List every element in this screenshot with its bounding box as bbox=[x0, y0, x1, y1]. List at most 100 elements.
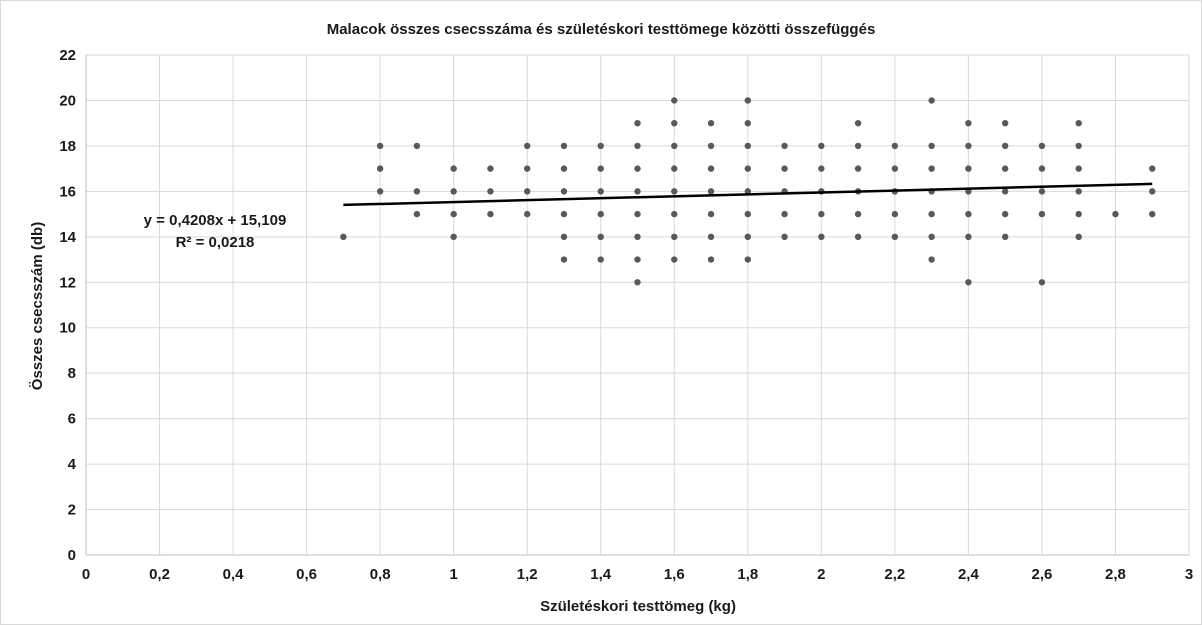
data-point bbox=[707, 142, 715, 150]
data-point bbox=[928, 210, 935, 218]
data-point bbox=[413, 210, 421, 218]
data-point bbox=[524, 165, 531, 172]
data-point bbox=[450, 165, 457, 172]
y-tick-label: 8 bbox=[68, 365, 76, 382]
tick-labels: 0 0,2 0,4 0,6 0,8 1 1,2 1,4 1,6 1,8 2 2,2 2,4 2,6 2,8 3… bbox=[59, 47, 1193, 583]
data-point bbox=[707, 233, 715, 241]
y-axis-label: Összes csecsszám (db) bbox=[29, 222, 46, 390]
data-point bbox=[597, 165, 604, 172]
y-tick-label: 6 bbox=[68, 411, 76, 428]
y-tick-label: 18 bbox=[59, 138, 76, 155]
x-tick-label: 1,2 bbox=[517, 566, 538, 583]
data-point bbox=[671, 233, 678, 241]
data-point bbox=[744, 97, 751, 104]
y-tick-label: 22 bbox=[59, 47, 76, 64]
data-point bbox=[928, 97, 935, 104]
data-point bbox=[707, 256, 715, 263]
y-tick-label: 2 bbox=[68, 502, 76, 519]
gridlines bbox=[86, 54, 1190, 555]
data-point bbox=[854, 233, 862, 241]
data-point bbox=[1149, 165, 1156, 172]
data-point bbox=[560, 142, 568, 150]
data-point bbox=[634, 165, 641, 172]
data-point bbox=[744, 256, 751, 263]
data-point bbox=[744, 142, 751, 150]
data-point bbox=[560, 165, 568, 172]
data-point bbox=[671, 97, 678, 104]
data-point bbox=[891, 233, 899, 241]
data-point bbox=[965, 210, 972, 218]
data-point bbox=[671, 188, 678, 195]
data-point bbox=[487, 165, 494, 172]
data-point bbox=[1038, 165, 1046, 172]
data-point bbox=[744, 210, 751, 218]
data-point bbox=[781, 233, 788, 241]
data-point bbox=[781, 142, 788, 150]
data-point bbox=[597, 233, 604, 241]
data-point bbox=[560, 210, 568, 218]
x-tick-label: 2,4 bbox=[958, 566, 980, 583]
data-point bbox=[597, 256, 604, 263]
data-point bbox=[744, 188, 751, 195]
data-point bbox=[376, 142, 384, 150]
data-point bbox=[1075, 210, 1082, 218]
data-point bbox=[1038, 142, 1046, 150]
x-tick-label: 0,4 bbox=[223, 566, 245, 583]
y-tick-label: 0 bbox=[68, 547, 76, 564]
data-point bbox=[524, 210, 531, 218]
data-point bbox=[1149, 210, 1156, 218]
y-tick-label: 14 bbox=[59, 229, 76, 246]
x-tick-label: 3 bbox=[1185, 566, 1193, 583]
data-point bbox=[781, 165, 788, 172]
data-point bbox=[1149, 188, 1156, 195]
y-tick-label: 12 bbox=[59, 274, 76, 291]
data-point bbox=[487, 210, 494, 218]
data-point bbox=[487, 188, 494, 195]
trendline-group bbox=[343, 182, 1153, 207]
data-point bbox=[928, 142, 935, 150]
data-point bbox=[634, 142, 641, 150]
x-tick-label: 0,8 bbox=[370, 566, 391, 583]
data-point bbox=[854, 165, 862, 172]
x-tick-label: 2,2 bbox=[884, 566, 905, 583]
data-point bbox=[891, 165, 899, 172]
data-point bbox=[376, 188, 384, 195]
x-tick-label: 0,2 bbox=[149, 566, 170, 583]
data-point bbox=[928, 256, 935, 263]
data-point bbox=[1038, 210, 1046, 218]
x-tick-label: 2 bbox=[817, 566, 825, 583]
data-point bbox=[1001, 119, 1009, 127]
chart-title: Malacok összes csecsszáma és születéskor… bbox=[327, 21, 876, 38]
data-point bbox=[560, 233, 568, 241]
data-point bbox=[1038, 279, 1046, 286]
data-point bbox=[560, 256, 568, 263]
data-point bbox=[1075, 142, 1082, 150]
data-point bbox=[1075, 233, 1082, 241]
data-point bbox=[634, 119, 641, 127]
data-point bbox=[818, 233, 825, 241]
data-point bbox=[1001, 233, 1009, 241]
data-point bbox=[1038, 188, 1046, 195]
data-point bbox=[965, 165, 972, 172]
data-point bbox=[524, 142, 531, 150]
data-point bbox=[818, 210, 825, 218]
data-point bbox=[1001, 210, 1009, 218]
data-point bbox=[707, 210, 715, 218]
data-point bbox=[413, 142, 421, 150]
data-point bbox=[671, 142, 678, 150]
y-tick-label: 20 bbox=[59, 92, 76, 109]
data-point bbox=[854, 210, 862, 218]
data-point bbox=[744, 119, 751, 127]
data-point bbox=[854, 119, 862, 127]
data-point bbox=[413, 188, 421, 195]
data-point bbox=[671, 256, 678, 263]
data-point bbox=[965, 119, 972, 127]
data-point bbox=[891, 210, 899, 218]
data-point bbox=[671, 210, 678, 218]
data-point bbox=[376, 165, 384, 172]
data-point bbox=[450, 188, 457, 195]
data-point bbox=[1001, 165, 1009, 172]
trendline-r2: R² = 0,0218 bbox=[176, 234, 255, 251]
